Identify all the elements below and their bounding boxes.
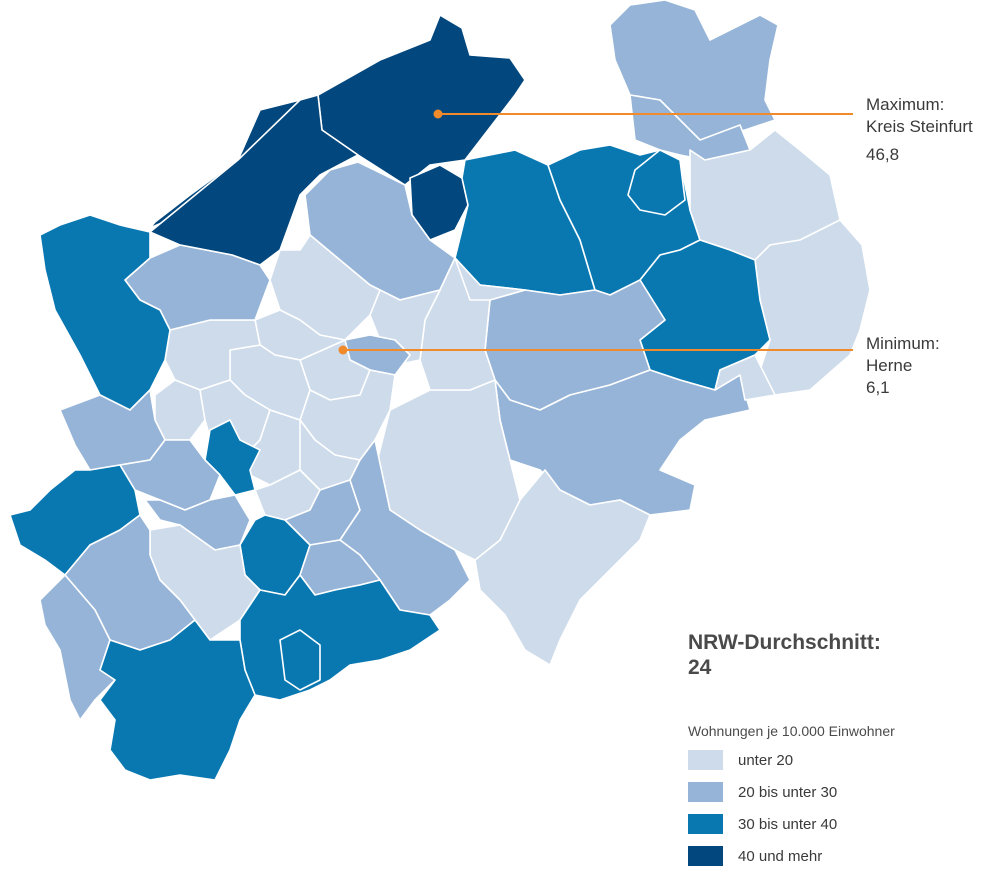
- district-regions: [9, 0, 871, 781]
- region-steinfurt: [317, 14, 526, 186]
- region-krefeld: [154, 379, 206, 441]
- legend: Wohnungen je 10.000 Einwohner unter 20 2…: [688, 723, 895, 877]
- maximum-title: Maximum:: [866, 95, 945, 114]
- legend-swatch: [688, 750, 723, 770]
- average-value: 24: [688, 656, 712, 679]
- minimum-callout: Minimum: Herne 6,1: [866, 333, 940, 399]
- legend-swatch: [688, 814, 723, 834]
- legend-title: Wohnungen je 10.000 Einwohner: [688, 723, 895, 739]
- legend-item: 20 bis unter 30: [688, 781, 895, 803]
- maximum-district: Kreis Steinfurt: [866, 117, 973, 136]
- legend-item: 30 bis unter 40: [688, 813, 895, 835]
- legend-label: 30 bis unter 40: [738, 815, 838, 833]
- average-label: NRW-Durchschnitt:: [688, 631, 881, 654]
- minimum-district: Herne: [866, 356, 913, 375]
- region-rhein-erft: [144, 494, 251, 551]
- legend-label: unter 20: [738, 751, 794, 769]
- minimum-value: 6,1: [866, 378, 890, 397]
- legend-item: unter 20: [688, 749, 895, 771]
- min-marker: [338, 345, 348, 355]
- max-marker: [433, 109, 443, 119]
- region-heinsberg: [9, 464, 141, 576]
- legend-swatch: [688, 782, 723, 802]
- minimum-title: Minimum:: [866, 334, 940, 353]
- region-bielefeld: [627, 149, 686, 216]
- region-hoexter: [714, 354, 776, 401]
- legend-label: 40 und mehr: [738, 847, 823, 865]
- region-mgladbach: [119, 439, 221, 511]
- region-aachen: [39, 574, 116, 721]
- region-hamm: [454, 257, 526, 301]
- maximum-callout: Maximum: Kreis Steinfurt 46,8: [866, 94, 973, 166]
- leader-lines: [338, 109, 853, 355]
- maximum-value: 46,8: [866, 145, 900, 164]
- region-euskirchen: [99, 619, 256, 781]
- region-kleve: [39, 214, 171, 411]
- region-viersen: [59, 389, 166, 471]
- average-box: NRW-Durchschnitt: 24: [688, 630, 881, 680]
- region-bonn: [279, 629, 321, 691]
- legend-item: 40 und mehr: [688, 845, 895, 867]
- region-lippe: [754, 219, 871, 396]
- legend-label: 20 bis unter 30: [738, 783, 838, 801]
- legend-swatch: [688, 846, 723, 866]
